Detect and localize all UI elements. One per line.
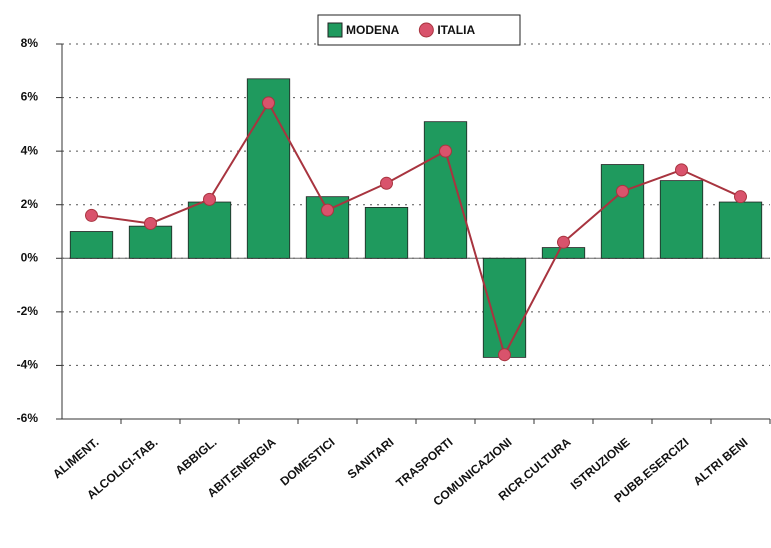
- marker: [203, 192, 216, 206]
- bar: [364, 206, 409, 259]
- bar: [69, 231, 114, 259]
- legend-swatch: [418, 22, 434, 38]
- x-tick-label: ABBIGL.: [173, 435, 220, 477]
- y-tick-label: -4%: [17, 358, 39, 372]
- legend-label: ITALIA: [437, 23, 475, 37]
- marker: [439, 144, 452, 158]
- bar: [187, 201, 232, 259]
- line: [91, 100, 741, 358]
- marker: [144, 216, 157, 230]
- y-tick-label: 4%: [21, 143, 39, 157]
- bar: [482, 257, 527, 358]
- y-tick-label: 6%: [21, 90, 39, 104]
- bar: [128, 225, 173, 259]
- marker: [321, 203, 334, 217]
- y-tick-label: 8%: [21, 36, 39, 50]
- marker: [734, 190, 747, 204]
- x-tick-label: ALTRI BENI: [691, 435, 751, 488]
- x-tick-label: DOMESTICI: [277, 435, 337, 489]
- x-tick-label: ALIMENT.: [50, 435, 101, 481]
- bar: [541, 247, 586, 259]
- bar: [659, 180, 704, 259]
- legend-label: MODENA: [346, 23, 400, 37]
- marker: [675, 163, 688, 177]
- y-tick-label: -6%: [17, 411, 39, 425]
- bar: [718, 201, 763, 259]
- bar: [600, 164, 645, 259]
- x-tick-label: TRASPORTI: [393, 435, 455, 490]
- y-tick-label: -2%: [17, 304, 39, 318]
- marker: [262, 96, 275, 110]
- marker: [557, 235, 570, 249]
- legend-swatch: [327, 22, 343, 38]
- marker: [616, 184, 629, 198]
- marker: [380, 176, 393, 190]
- x-tick-label: SANITARI: [345, 435, 397, 482]
- y-tick-label: 2%: [21, 197, 39, 211]
- marker: [85, 208, 98, 222]
- marker: [498, 348, 511, 362]
- bar: [423, 121, 468, 259]
- y-tick-label: 0%: [21, 250, 39, 264]
